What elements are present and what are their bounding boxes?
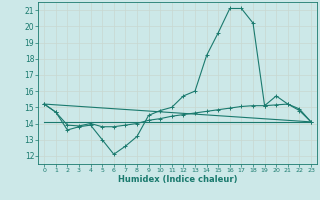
X-axis label: Humidex (Indice chaleur): Humidex (Indice chaleur) — [118, 175, 237, 184]
